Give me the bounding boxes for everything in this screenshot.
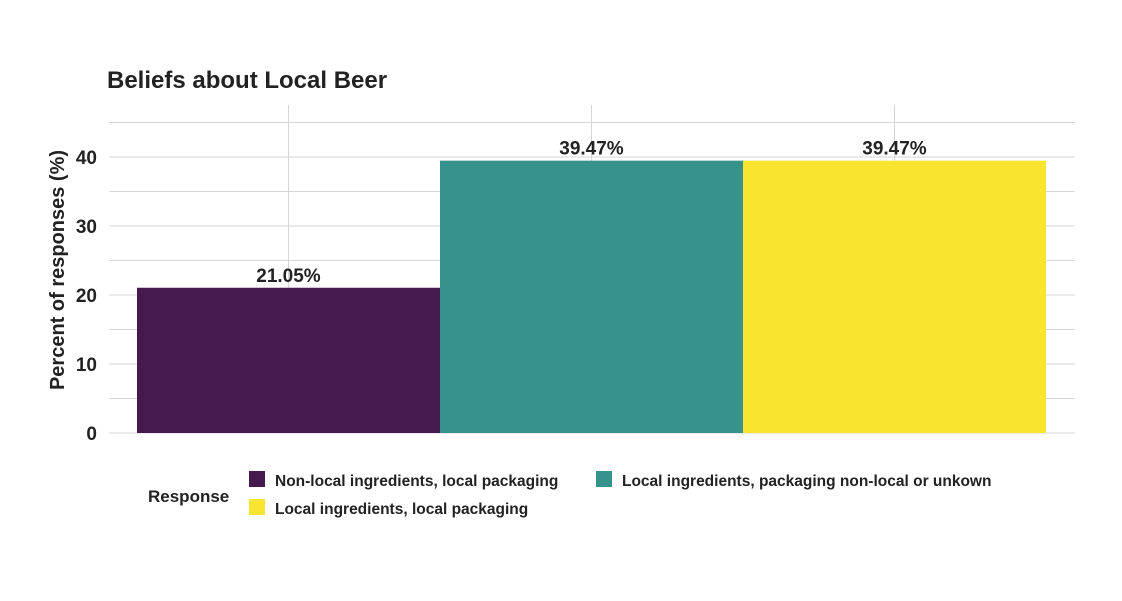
data-label: 39.47% — [559, 139, 624, 160]
bar — [137, 287, 440, 433]
legend-title: Response — [148, 487, 229, 506]
y-axis-label: Percent of responses (%) — [47, 150, 69, 390]
legend: Response Non-local ingredients, local pa… — [148, 471, 991, 518]
bars: 21.05% 39.47% 39.47% — [137, 139, 1046, 434]
data-label: 39.47% — [862, 139, 927, 160]
legend-entry: Local ingredients, packaging non-local o… — [622, 473, 991, 490]
y-tick-label: 20 — [76, 286, 97, 307]
data-label: 21.05% — [256, 266, 321, 287]
legend-entry: Local ingredients, local packaging — [275, 501, 528, 518]
y-tick-label: 0 — [86, 424, 97, 445]
y-tick-label: 40 — [76, 148, 97, 169]
y-axis-ticks: 0 10 20 30 40 — [76, 148, 97, 445]
legend-swatch — [596, 471, 612, 487]
bar — [743, 160, 1046, 434]
y-tick-label: 10 — [76, 355, 97, 376]
chart-title: Beliefs about Local Beer — [107, 67, 387, 94]
y-tick-label: 30 — [76, 217, 97, 238]
legend-swatch — [249, 471, 265, 487]
legend-entry: Non-local ingredients, local packaging — [275, 473, 558, 490]
legend-swatch — [249, 499, 265, 515]
bar — [440, 160, 743, 434]
